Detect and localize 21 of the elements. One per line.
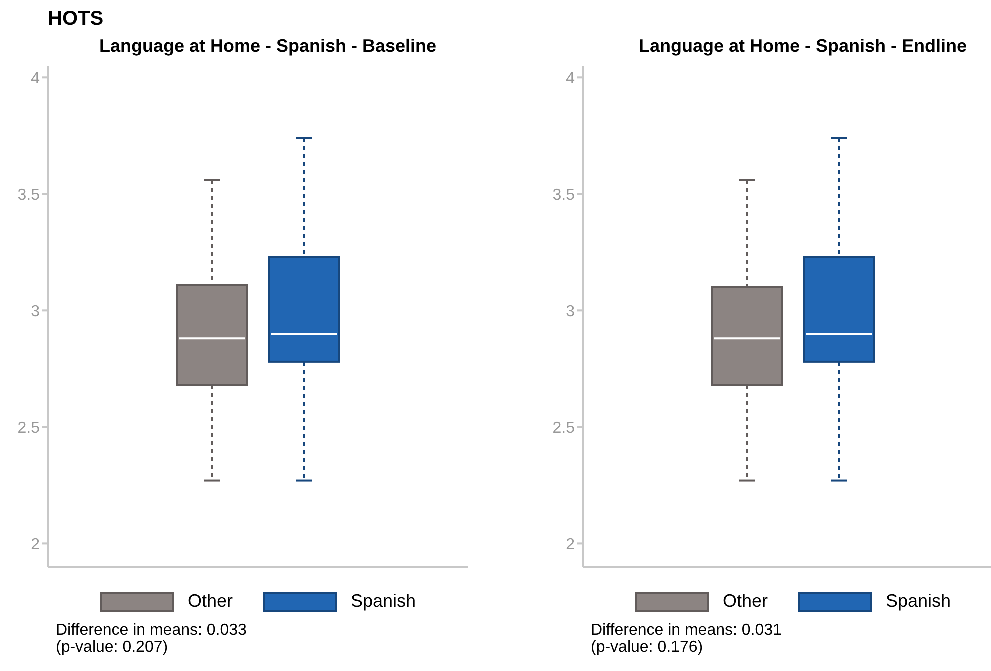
y-tick-label: 3.5	[552, 186, 576, 204]
y-tick-label: 4	[566, 70, 576, 88]
y-tick-label: 2	[31, 536, 40, 554]
text: (p-value: 0.176)	[591, 639, 704, 656]
chart-title: HOTS	[47, 8, 105, 32]
legend-label: Other	[188, 591, 233, 612]
y-tick-label: 3.5	[18, 186, 40, 204]
y-tick-label: 2	[566, 536, 576, 554]
chart-subtitle: Language at Home - Spanish - Baseline	[98, 36, 438, 58]
y-tick-label: 4	[31, 70, 40, 88]
chart-subtitle: Language at Home - Spanish - Endline	[638, 36, 968, 58]
text: Difference in means: 0.031	[591, 622, 783, 639]
legend-label: Spanish	[350, 591, 416, 612]
text: Difference in means: 0.033	[56, 622, 248, 639]
y-tick-label: 3	[31, 303, 40, 320]
y-tick-label: 2.5	[18, 420, 40, 437]
legend-label: Other	[722, 591, 768, 612]
y-tick-label: 3	[566, 303, 576, 320]
text: (p-value: 0.207)	[56, 639, 170, 656]
y-tick-label: 2.5	[552, 420, 576, 437]
legend-label: Spanish	[886, 591, 952, 612]
